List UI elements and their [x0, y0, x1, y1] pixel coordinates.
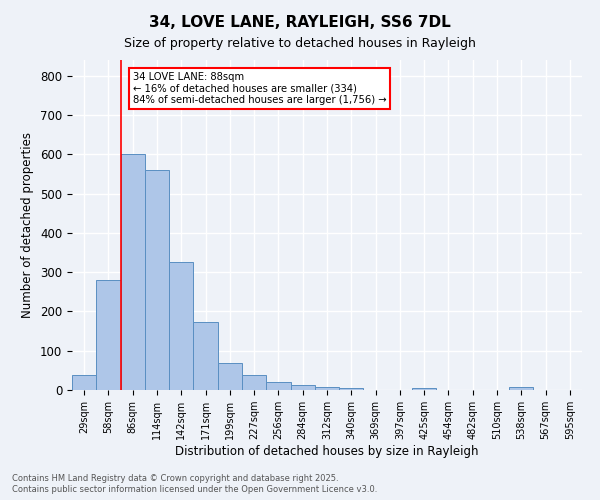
Bar — [169, 262, 193, 390]
Text: Size of property relative to detached houses in Rayleigh: Size of property relative to detached ho… — [124, 38, 476, 51]
Bar — [193, 322, 218, 390]
Bar — [242, 376, 266, 390]
Bar — [145, 170, 169, 390]
Y-axis label: Number of detached properties: Number of detached properties — [22, 132, 34, 318]
Bar — [121, 154, 145, 390]
Text: 34 LOVE LANE: 88sqm
← 16% of detached houses are smaller (334)
84% of semi-detac: 34 LOVE LANE: 88sqm ← 16% of detached ho… — [133, 72, 386, 105]
Text: Contains HM Land Registry data © Crown copyright and database right 2025.
Contai: Contains HM Land Registry data © Crown c… — [12, 474, 377, 494]
X-axis label: Distribution of detached houses by size in Rayleigh: Distribution of detached houses by size … — [175, 445, 479, 458]
Bar — [290, 386, 315, 390]
Bar — [72, 376, 96, 390]
Bar — [339, 388, 364, 390]
Bar — [96, 280, 121, 390]
Bar — [412, 388, 436, 390]
Bar — [315, 387, 339, 390]
Text: 34, LOVE LANE, RAYLEIGH, SS6 7DL: 34, LOVE LANE, RAYLEIGH, SS6 7DL — [149, 15, 451, 30]
Bar — [218, 364, 242, 390]
Bar — [266, 382, 290, 390]
Bar — [509, 387, 533, 390]
